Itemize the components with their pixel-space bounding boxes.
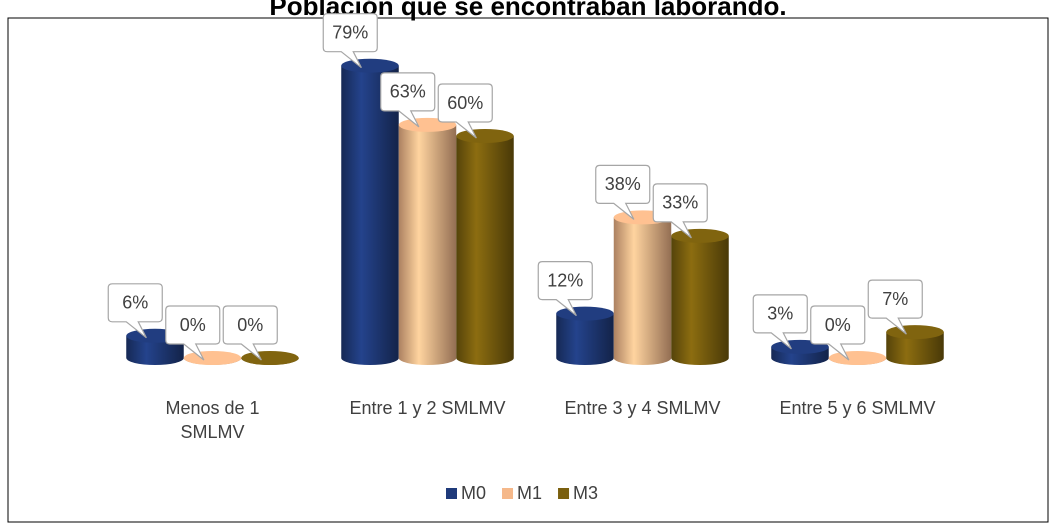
bar-body bbox=[556, 313, 614, 366]
x-tick-label: Menos de 1 SMLMV bbox=[165, 398, 260, 442]
x-tick-label: Entre 3 y 4 SMLMV bbox=[564, 398, 721, 418]
bar-top bbox=[183, 351, 242, 365]
data-label: 7% bbox=[882, 289, 908, 309]
bar-body bbox=[398, 124, 457, 365]
legend-swatch bbox=[446, 488, 457, 499]
bar-top bbox=[828, 351, 887, 365]
data-label: 79% bbox=[332, 22, 368, 42]
x-tick-label: Entre 1 y 2 SMLMV bbox=[349, 398, 506, 418]
bar bbox=[183, 351, 242, 366]
bar bbox=[886, 325, 944, 365]
bar bbox=[398, 117, 457, 365]
x-tick-label: Entre 5 y 6 SMLMV bbox=[779, 398, 936, 418]
callout bbox=[867, 279, 923, 335]
bar bbox=[241, 351, 299, 366]
bar-top bbox=[886, 325, 944, 340]
data-label: 63% bbox=[390, 82, 426, 102]
data-label: 0% bbox=[825, 315, 851, 335]
callout bbox=[222, 305, 278, 361]
data-label: 0% bbox=[237, 315, 263, 335]
bar-body bbox=[456, 136, 514, 366]
callout bbox=[437, 83, 493, 139]
data-label: 0% bbox=[180, 315, 206, 335]
bar bbox=[671, 228, 729, 366]
legend-label: M1 bbox=[517, 483, 542, 503]
callout bbox=[322, 13, 378, 69]
bar bbox=[556, 306, 614, 366]
callout bbox=[537, 261, 593, 317]
bar-top bbox=[341, 58, 399, 73]
legend-label: M3 bbox=[573, 483, 598, 503]
bar-body bbox=[886, 332, 944, 365]
bar-top bbox=[241, 351, 299, 365]
bar-top bbox=[671, 228, 729, 243]
data-label: 33% bbox=[662, 193, 698, 213]
bar bbox=[613, 210, 672, 365]
x-tick-label-box: Entre 3 y 4 SMLMV bbox=[564, 398, 721, 418]
bar-body bbox=[671, 235, 729, 366]
chart-title: Población que se encontraban laborando. bbox=[269, 0, 786, 21]
data-label: 3% bbox=[767, 304, 793, 324]
x-tick-label-box: Menos de 1 SMLMV bbox=[165, 398, 260, 442]
bar-body bbox=[341, 65, 399, 366]
x-tick-label-box: Entre 1 y 2 SMLMV bbox=[349, 398, 506, 418]
bar-body bbox=[613, 217, 672, 365]
legend-swatch bbox=[558, 488, 570, 499]
data-label: 60% bbox=[447, 93, 483, 113]
callout bbox=[595, 164, 651, 220]
data-label: 12% bbox=[547, 270, 583, 290]
callout bbox=[380, 72, 436, 128]
legend-swatch bbox=[502, 488, 514, 499]
bar bbox=[828, 351, 887, 366]
callout bbox=[107, 283, 163, 339]
chart-border bbox=[7, 17, 1049, 523]
data-label: 38% bbox=[605, 174, 641, 194]
x-tick-label-box: Entre 5 y 6 SMLMV bbox=[779, 398, 936, 418]
callout bbox=[165, 305, 221, 361]
bar-top bbox=[456, 129, 514, 143]
bar-top bbox=[556, 306, 614, 321]
legend-label: M0 bbox=[461, 483, 486, 503]
bar bbox=[341, 58, 399, 366]
bar bbox=[456, 129, 514, 366]
callout bbox=[652, 183, 708, 239]
callout bbox=[752, 294, 808, 350]
data-label: 6% bbox=[122, 293, 148, 313]
callout bbox=[810, 305, 866, 361]
